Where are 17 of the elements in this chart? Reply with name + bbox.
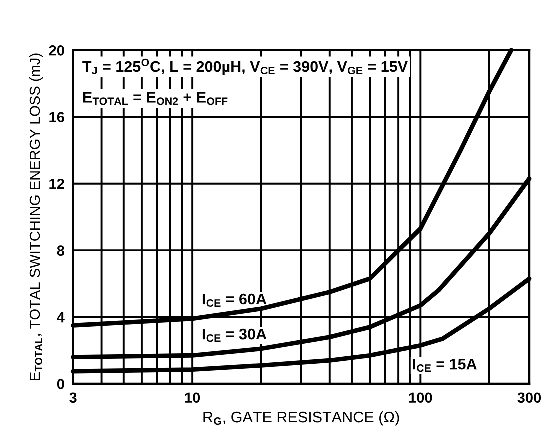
y-tick-label: 12: [50, 178, 64, 190]
series-label: I$_{CE}$ = 15A: [413, 359, 477, 372]
text: T$_{J}$ = 125$^{O}$C, L = 200µH, V$_{CE}$ = 390V, V$_{GE}$ = 15V: [82, 58, 408, 76]
x-tick-label: 3: [70, 392, 77, 404]
y-tick-label: 0: [57, 379, 64, 390]
x-tick-label: 10: [185, 392, 200, 404]
x-tick-label: 100: [409, 392, 432, 404]
annotation: E$_{TOTAL}$ = E$_{ON2}$ + E$_{OFF}$: [83, 92, 228, 106]
y-axis-title: E$_{TOTAL}$, TOTAL SWITCHING ENERGY LOSS (mJ): [29, 54, 44, 380]
y-tick-label: 20: [49, 46, 64, 56]
y-tick-label: 8: [57, 246, 65, 256]
y-tick-label: 16: [50, 112, 64, 123]
series-label: I$_{CE}$ = 60A: [202, 294, 267, 308]
y-tick-label: 4: [57, 312, 65, 323]
x-tick-label: 300: [518, 392, 542, 404]
x-axis-title: R$_{G}$, GATE RESISTANCE (Ω): [204, 411, 400, 426]
series-label: I$_{CE}$ = 30A: [202, 328, 267, 342]
